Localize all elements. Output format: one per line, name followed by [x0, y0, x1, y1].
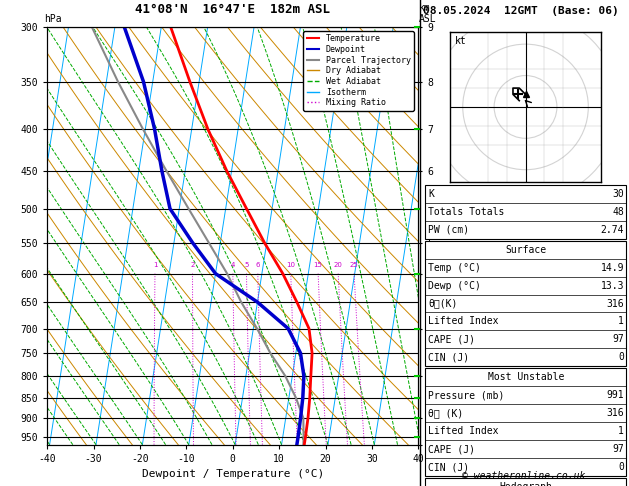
Text: CIN (J): CIN (J) [428, 462, 469, 472]
Text: Temp (°C): Temp (°C) [428, 262, 481, 273]
Text: 97: 97 [612, 334, 624, 345]
Text: 4: 4 [231, 261, 235, 268]
Text: 1: 1 [618, 426, 624, 436]
Text: 08.05.2024  12GMT  (Base: 06): 08.05.2024 12GMT (Base: 06) [423, 6, 619, 16]
Text: K: K [428, 189, 434, 199]
Text: 1: 1 [618, 316, 624, 327]
Text: 5: 5 [244, 261, 248, 268]
Text: Pressure (mb): Pressure (mb) [428, 390, 504, 400]
Text: 10: 10 [286, 261, 295, 268]
Text: 316: 316 [606, 408, 624, 418]
Text: 15: 15 [313, 261, 322, 268]
Text: 48: 48 [612, 207, 624, 217]
Text: 991: 991 [606, 390, 624, 400]
Text: 0: 0 [618, 352, 624, 363]
Text: 97: 97 [612, 444, 624, 454]
Text: Surface: Surface [505, 244, 547, 255]
X-axis label: Dewpoint / Temperature (°C): Dewpoint / Temperature (°C) [142, 469, 324, 479]
Text: Lifted Index: Lifted Index [428, 426, 499, 436]
Text: CAPE (J): CAPE (J) [428, 334, 476, 345]
Text: km
ASL: km ASL [419, 3, 437, 24]
Text: Dewp (°C): Dewp (°C) [428, 280, 481, 291]
Text: θᴄ (K): θᴄ (K) [428, 408, 464, 418]
Text: PW (cm): PW (cm) [428, 225, 469, 235]
Text: 2: 2 [191, 261, 195, 268]
Text: 2.74: 2.74 [601, 225, 624, 235]
Text: 13.3: 13.3 [601, 280, 624, 291]
Text: Lifted Index: Lifted Index [428, 316, 499, 327]
Text: 14.9: 14.9 [601, 262, 624, 273]
Text: 316: 316 [606, 298, 624, 309]
Text: 20: 20 [333, 261, 342, 268]
Text: Totals Totals: Totals Totals [428, 207, 504, 217]
Text: CIN (J): CIN (J) [428, 352, 469, 363]
Text: 6: 6 [255, 261, 260, 268]
Legend: Temperature, Dewpoint, Parcel Trajectory, Dry Adiabat, Wet Adiabat, Isotherm, Mi: Temperature, Dewpoint, Parcel Trajectory… [303, 31, 414, 110]
Text: 0: 0 [618, 462, 624, 472]
Text: Most Unstable: Most Unstable [487, 372, 564, 382]
Text: 1: 1 [153, 261, 157, 268]
Text: θᴄ(K): θᴄ(K) [428, 298, 458, 309]
Text: hPa: hPa [44, 14, 62, 24]
Text: Mixing Ratio (g/kg): Mixing Ratio (g/kg) [438, 209, 448, 304]
Text: CAPE (J): CAPE (J) [428, 444, 476, 454]
Text: 41°08'N  16°47'E  182m ASL: 41°08'N 16°47'E 182m ASL [135, 3, 330, 16]
Text: 30: 30 [612, 189, 624, 199]
Text: 25: 25 [349, 261, 358, 268]
Text: kt: kt [455, 36, 467, 46]
Text: Hodograph: Hodograph [499, 482, 552, 486]
Text: © weatheronline.co.uk: © weatheronline.co.uk [462, 471, 586, 481]
